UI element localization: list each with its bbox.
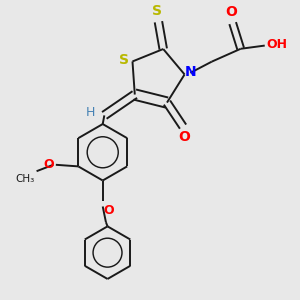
Text: O: O [225, 5, 237, 19]
Text: H: H [86, 106, 95, 119]
Text: N: N [184, 65, 196, 79]
Text: S: S [119, 53, 130, 67]
Text: OH: OH [266, 38, 287, 51]
Text: CH₃: CH₃ [16, 174, 35, 184]
Text: O: O [104, 204, 114, 217]
Text: O: O [179, 130, 190, 145]
Text: S: S [152, 4, 162, 18]
Text: O: O [43, 158, 54, 171]
